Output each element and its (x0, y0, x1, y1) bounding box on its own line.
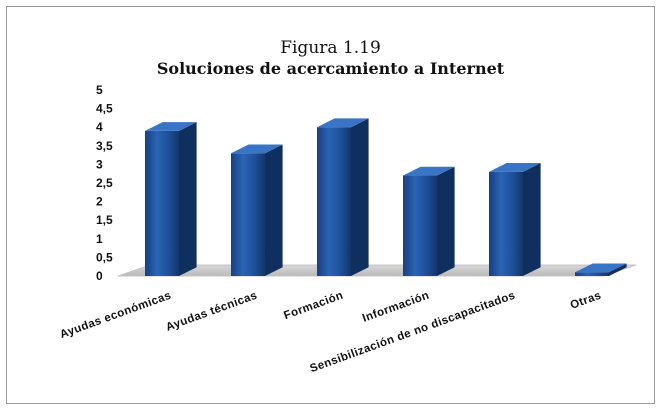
category-label: Formación (282, 290, 345, 323)
category-label: Ayudas técnicas (164, 290, 259, 334)
y-tick-label: 2 (96, 195, 103, 209)
y-tick-label: 4,5 (96, 102, 113, 116)
bar (231, 144, 283, 276)
y-tick-label: 0 (96, 269, 103, 283)
y-tick-label: 0,5 (96, 250, 113, 264)
y-tick-label: 2,5 (96, 176, 113, 190)
category-label: Otras (569, 290, 603, 312)
bar-side (609, 263, 627, 276)
bar-side (437, 166, 455, 276)
y-tick-label: 4 (96, 120, 103, 134)
category-label: Ayudas económicas (58, 290, 173, 341)
bar-side (179, 122, 197, 277)
bar-front (575, 272, 609, 276)
bar (403, 166, 455, 276)
bar-side (351, 118, 369, 277)
bar (575, 263, 627, 276)
bar-front (145, 130, 179, 276)
y-tick-label: 5 (96, 83, 103, 97)
bar-front (489, 171, 523, 276)
bar-front (317, 127, 351, 276)
bar (145, 122, 197, 277)
bar-top (145, 122, 197, 131)
chart-subtitle: Soluciones de acercamiento a Internet (156, 59, 505, 78)
y-tick-label: 3,5 (96, 139, 113, 153)
bar-top (403, 166, 455, 176)
y-tick-label: 1 (96, 232, 103, 246)
bar-side (265, 144, 283, 276)
bar-front (231, 153, 265, 276)
y-tick-label: 1,5 (96, 213, 113, 227)
bar-top (575, 263, 627, 273)
bar-side (523, 163, 541, 276)
bar-top (489, 163, 541, 172)
bar (317, 118, 369, 277)
category-label: Información (361, 290, 431, 325)
bar-top (231, 144, 283, 154)
bar-front (403, 175, 437, 276)
chart-title: Figura 1.19 (280, 38, 381, 58)
bar-top (317, 118, 369, 128)
y-tick-label: 3 (96, 157, 103, 171)
bar (489, 163, 541, 276)
title-block: Figura 1.19 Soluciones de acercamiento a… (7, 37, 654, 79)
